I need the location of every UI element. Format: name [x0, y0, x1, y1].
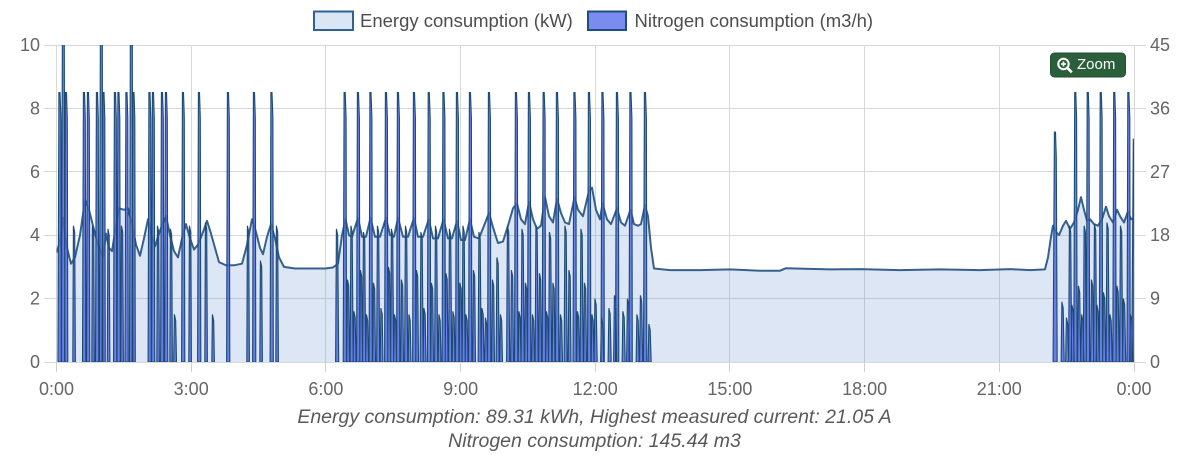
svg-text:18:00: 18:00 [842, 379, 887, 399]
svg-text:15:00: 15:00 [707, 379, 752, 399]
svg-text:Energy consumption (kW): Energy consumption (kW) [360, 10, 573, 31]
svg-text:6:00: 6:00 [308, 379, 343, 399]
svg-text:Nitrogen consumption (m3/h): Nitrogen consumption (m3/h) [635, 10, 874, 31]
svg-text:9: 9 [1150, 289, 1160, 309]
svg-text:8: 8 [30, 98, 40, 118]
svg-text:27: 27 [1150, 162, 1170, 182]
svg-text:2: 2 [30, 289, 40, 309]
svg-text:0:00: 0:00 [39, 379, 74, 399]
svg-text:18: 18 [1150, 225, 1170, 245]
svg-text:45: 45 [1150, 35, 1170, 55]
svg-text:Nitrogen consumption: 145.44 m: Nitrogen consumption: 145.44 m3 [448, 430, 741, 452]
svg-text:9:00: 9:00 [443, 379, 478, 399]
svg-text:0: 0 [1150, 352, 1160, 372]
svg-text:0:00: 0:00 [1116, 379, 1151, 399]
svg-text:12:00: 12:00 [573, 379, 618, 399]
svg-text:4: 4 [30, 225, 40, 245]
svg-text:21:00: 21:00 [977, 379, 1022, 399]
svg-text:10: 10 [20, 35, 40, 55]
svg-text:Zoom: Zoom [1077, 56, 1115, 73]
svg-text:0: 0 [30, 352, 40, 372]
svg-text:36: 36 [1150, 98, 1170, 118]
svg-text:3:00: 3:00 [174, 379, 209, 399]
svg-text:6: 6 [30, 162, 40, 182]
svg-text:Energy consumption: 89.31 kWh,: Energy consumption: 89.31 kWh, Highest m… [297, 406, 891, 428]
